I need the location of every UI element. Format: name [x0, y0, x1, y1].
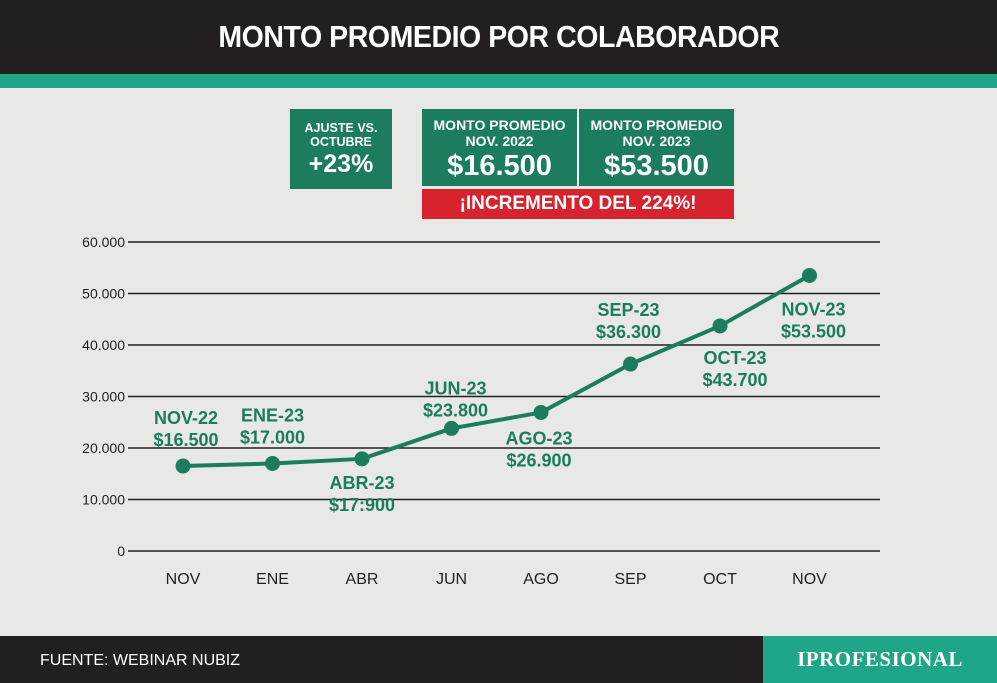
- amount-2023-label-2: NOV. 2023: [622, 133, 691, 149]
- increment-banner: ¡INCREMENTO DEL 224%!: [422, 189, 734, 219]
- x-tick-label: NOV: [792, 571, 827, 588]
- data-point: [354, 451, 370, 467]
- x-tick-label: OCT: [703, 571, 737, 588]
- x-tick-label: AGO: [523, 571, 559, 588]
- data-label-date: NOV-23: [781, 299, 845, 319]
- x-tick-label: NOV: [166, 571, 201, 588]
- x-tick-label: JUN: [436, 571, 467, 588]
- data-point: [444, 420, 459, 436]
- line-chart: 0 10.000 20.000 30.000 40.000 50.000 60.000 NOV…: [82, 234, 880, 588]
- teal-band: [0, 74, 997, 88]
- x-tick-label: ABR: [346, 571, 379, 588]
- data-label-date: SEP-23: [597, 300, 659, 320]
- data-point: [712, 318, 728, 334]
- amount-2022-label-1: MONTO PROMEDIO: [433, 117, 566, 133]
- adjustment-label-2: OCTUBRE: [310, 135, 372, 149]
- amount-2023-box: MONTO PROMEDIO NOV. 2023 $53.500: [579, 109, 734, 186]
- data-label-value: $16.500: [153, 430, 218, 450]
- adjustment-value: +23%: [308, 150, 374, 178]
- data-point: [265, 455, 280, 471]
- amount-2022-label-2: NOV. 2022: [465, 133, 534, 149]
- data-label-value: $26.900: [506, 450, 571, 470]
- brand-logo: IPROFESIONAL: [763, 636, 997, 683]
- y-tick-label: 50.000: [82, 286, 125, 302]
- data-point: [802, 267, 817, 283]
- data-point: [623, 356, 638, 372]
- footer-bar: FUENTE: WEBINAR NUBIZ IPROFESIONAL: [0, 636, 997, 683]
- data-label-date: ABR-23: [329, 473, 394, 493]
- amount-2022-box: MONTO PROMEDIO NOV. 2022 $16.500: [422, 109, 577, 186]
- header-bar: MONTO PROMEDIO POR COLABORADOR: [0, 0, 997, 74]
- data-label-value: $43.700: [702, 370, 767, 390]
- y-tick-label: 30.000: [82, 389, 125, 405]
- y-tick-label: 40.000: [82, 337, 125, 353]
- y-tick-label: 60.000: [82, 234, 125, 250]
- adjustment-label-1: AJUSTE VS.: [304, 121, 378, 135]
- data-label-value: $23.800: [423, 400, 488, 420]
- data-label-value: $17.000: [240, 427, 305, 447]
- data-label-value: $36.300: [596, 322, 661, 342]
- adjustment-box: AJUSTE VS. OCTUBRE +23%: [290, 109, 392, 189]
- amount-2023-value: $53.500: [604, 150, 709, 182]
- y-tick-label: 0: [117, 543, 125, 559]
- data-label-date: ENE-23: [241, 405, 304, 425]
- y-tick-label: 20.000: [82, 440, 125, 456]
- x-tick-label: SEP: [614, 571, 646, 588]
- source-text: FUENTE: WEBINAR NUBIZ: [40, 652, 241, 669]
- chart-title: MONTO PROMEDIO POR COLABORADOR: [218, 19, 779, 54]
- data-label-date: OCT-23: [703, 348, 766, 368]
- x-tick-label: ENE: [256, 571, 289, 588]
- amount-2023-label-1: MONTO PROMEDIO: [590, 117, 723, 133]
- series-line: [182, 273, 811, 469]
- data-point: [533, 404, 549, 420]
- data-point: [175, 458, 191, 474]
- data-label-date: AGO-23: [505, 428, 572, 448]
- data-label-date: NOV-22: [154, 408, 218, 428]
- data-label-date: JUN-23: [424, 378, 486, 398]
- data-label-value: $53.500: [781, 321, 846, 341]
- amount-2022-value: $16.500: [447, 150, 552, 182]
- box-divider: [577, 117, 579, 180]
- data-label-value: $17:900: [329, 495, 395, 515]
- y-tick-label: 10.000: [82, 492, 125, 508]
